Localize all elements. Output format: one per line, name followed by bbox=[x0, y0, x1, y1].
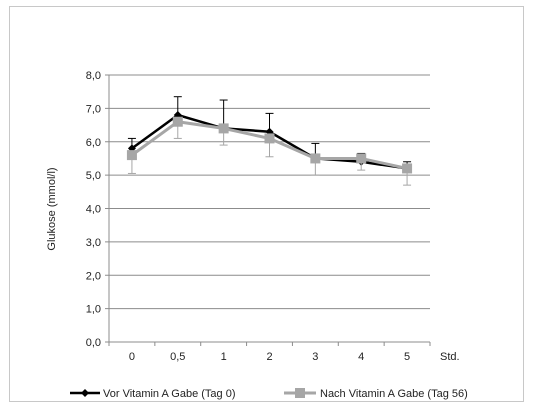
x-tick-label: 2 bbox=[266, 351, 272, 363]
axis-layer: 0,0 1,0 2,0 3,0 4,0 5,0 6,0 7,0 8,0 0 0,5 1 2 3 4 5 bbox=[86, 70, 431, 363]
data-point bbox=[356, 153, 367, 164]
x-tick-label: 1 bbox=[221, 351, 227, 363]
series-layer bbox=[126, 96, 413, 186]
series-1 bbox=[126, 116, 413, 186]
legend-item-vor: Vor Vitamin A Gabe (Tag 0) bbox=[70, 388, 235, 400]
y-tick-label: 0,0 bbox=[86, 337, 101, 349]
x-tick-label: 0 bbox=[129, 351, 135, 363]
data-point bbox=[402, 163, 413, 174]
x-tick-label: 0,5 bbox=[170, 351, 185, 363]
y-tick-label: 5,0 bbox=[86, 170, 101, 182]
x-tick-label: 4 bbox=[358, 351, 364, 363]
y-tick-label: 6,0 bbox=[86, 137, 101, 149]
data-point bbox=[264, 133, 275, 144]
y-tick-label: 3,0 bbox=[86, 237, 101, 249]
chart-frame: 0,0 1,0 2,0 3,0 4,0 5,0 6,0 7,0 8,0 0 0,5 1 2 3 4 5 Glu… bbox=[9, 6, 524, 402]
legend-label-nach: Nach Vitamin A Gabe (Tag 56) bbox=[320, 388, 468, 400]
y-tick-label: 7,0 bbox=[86, 103, 101, 115]
y-axis-label: Glukose (mmol/l) bbox=[46, 167, 58, 250]
data-point bbox=[218, 123, 229, 134]
data-point bbox=[310, 153, 321, 164]
y-tick-label: 4,0 bbox=[86, 204, 101, 216]
x-tick-label: 5 bbox=[404, 351, 410, 363]
data-point bbox=[172, 116, 183, 127]
grid-layer bbox=[109, 74, 430, 310]
data-point bbox=[126, 150, 137, 161]
legend: Vor Vitamin A Gabe (Tag 0) Nach Vitamin … bbox=[70, 388, 468, 400]
y-tick-label: 2,0 bbox=[86, 270, 101, 282]
x-tick-label: 3 bbox=[312, 351, 318, 363]
legend-label-vor: Vor Vitamin A Gabe (Tag 0) bbox=[103, 388, 235, 400]
legend-item-nach: Nach Vitamin A Gabe (Tag 56) bbox=[284, 388, 468, 400]
x-unit-label: Std. bbox=[440, 351, 460, 363]
y-tick-label: 1,0 bbox=[86, 304, 101, 316]
y-tick-label: 8,0 bbox=[86, 70, 101, 82]
glucose-line-chart: 0,0 1,0 2,0 3,0 4,0 5,0 6,0 7,0 8,0 0 0,5 1 2 3 4 5 Glu… bbox=[46, 70, 468, 400]
